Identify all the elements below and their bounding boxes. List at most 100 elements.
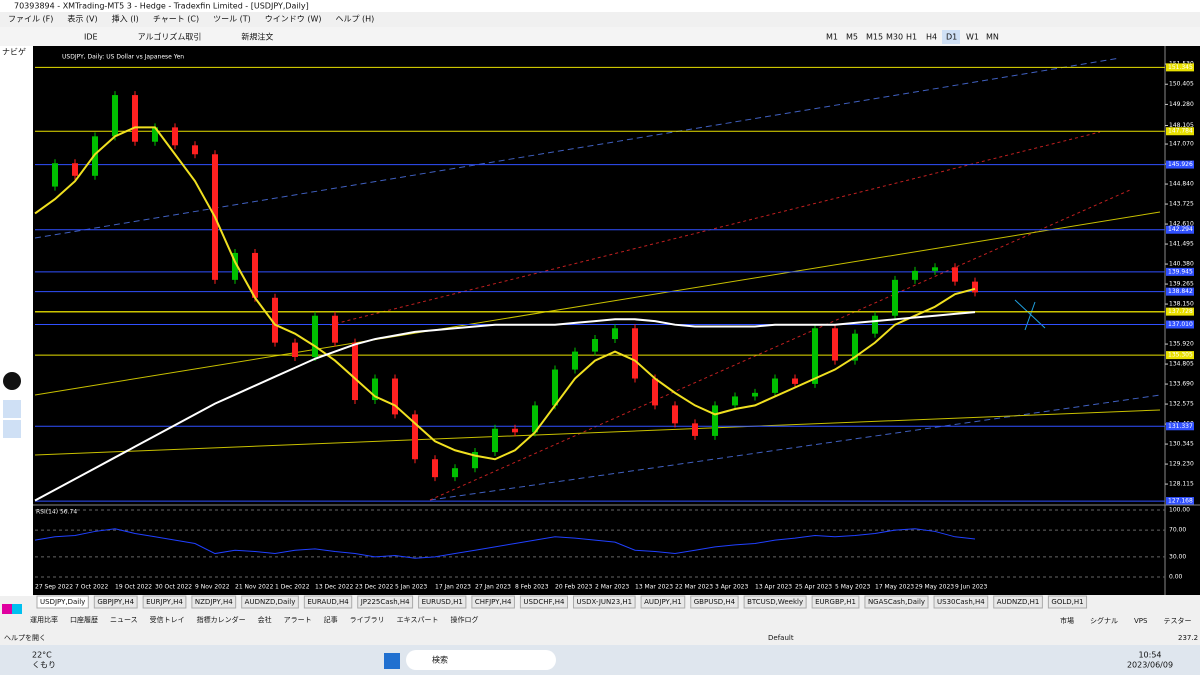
symbol-tab-box[interactable] <box>519 595 568 609</box>
x-tick-label: 9 Jun 2023 <box>955 584 987 591</box>
toolbox-tab[interactable]: ニュース <box>110 616 138 624</box>
color-icon[interactable] <box>2 604 12 614</box>
toolbox-tab[interactable]: 指標カレンダー <box>197 615 246 624</box>
symbol-tab-box[interactable] <box>1047 595 1088 609</box>
symbol-tab[interactable]: AUDNZD,H1 <box>997 598 1040 606</box>
nav-icon[interactable] <box>3 400 21 418</box>
symbol-tab[interactable]: GBPJPY,H4 <box>97 598 134 606</box>
timeframe[interactable]: H4 <box>926 33 937 42</box>
menu-item[interactable]: ファイル (F) <box>8 15 53 24</box>
toolbox-tab[interactable]: アラート <box>284 616 312 624</box>
window-title: 70393894 - XMTrading-MT5 3 - Hedge - Tra… <box>14 2 309 11</box>
symbol-tab[interactable]: NGASCash,Daily <box>868 598 925 606</box>
symbol-tab-box[interactable] <box>864 595 929 609</box>
timeframe[interactable]: M15 <box>866 33 883 42</box>
menu-item[interactable]: チャート (C) <box>153 15 199 24</box>
toolbox-link[interactable]: テスター <box>1163 616 1191 625</box>
symbol-tab-box[interactable] <box>640 595 686 609</box>
nav-icon[interactable] <box>3 372 21 390</box>
toolbar-button[interactable]: IDE <box>84 33 98 42</box>
menu-item[interactable]: 挿入 (I) <box>112 14 139 24</box>
symbol-tab[interactable]: GBPUSD,H4 <box>694 598 736 606</box>
symbol-tab-box[interactable] <box>993 595 1043 609</box>
y-tick-label: 132.575 <box>1169 401 1194 408</box>
level-box <box>1166 320 1194 329</box>
candle-body <box>672 405 678 424</box>
symbol-tab[interactable]: CHFJPY,H4 <box>475 598 512 606</box>
toolbar <box>0 27 1200 46</box>
symbol-tab-box[interactable] <box>93 595 138 609</box>
symbol-tab-box[interactable] <box>357 595 414 609</box>
toolbar-button[interactable]: アルゴリズム取引 <box>138 32 202 42</box>
rsi-tick-label: 100.00 <box>1169 507 1190 514</box>
menu-item[interactable]: 表示 (V) <box>67 14 97 24</box>
timeframe[interactable]: D1 <box>946 33 957 42</box>
toolbox-tab[interactable]: 記事 <box>324 615 338 624</box>
candle-body <box>272 297 278 343</box>
symbol-tab[interactable]: EURUSD,H1 <box>422 598 463 606</box>
symbol-tab-box[interactable] <box>241 595 299 609</box>
toolbox-tab[interactable]: ライブラリ <box>350 615 385 624</box>
symbol-tab[interactable]: JP225Cash,H4 <box>360 598 410 606</box>
menu-item[interactable]: ウインドウ (W) <box>265 15 322 24</box>
timeframe[interactable]: MN <box>986 33 999 42</box>
timeframe[interactable]: W1 <box>966 33 979 42</box>
symbol-tab[interactable]: GOLD,H1 <box>1051 598 1083 606</box>
symbol-tab-box[interactable] <box>471 595 515 609</box>
toolbox-link[interactable]: シグナル <box>1090 616 1118 625</box>
symbol-tab[interactable]: NZDJPY,H4 <box>195 598 233 606</box>
timeframe[interactable]: M1 <box>826 33 838 42</box>
search-label[interactable]: 検索 <box>432 655 448 665</box>
timeframe[interactable]: H1 <box>906 33 917 42</box>
symbol-tab[interactable]: BTCUSD,Weekly <box>747 598 803 606</box>
color-icon[interactable] <box>12 604 22 614</box>
level-label: 147.784 <box>1168 128 1193 135</box>
symbol-tab[interactable]: USDCHF,H4 <box>523 598 565 606</box>
status-profile: Default <box>768 634 794 642</box>
candle-body <box>812 328 818 384</box>
candle-body <box>692 423 698 436</box>
timeframe[interactable]: M30 <box>886 33 903 42</box>
timeframe[interactable]: M5 <box>846 33 858 42</box>
candle-body <box>712 405 718 436</box>
symbol-tab[interactable]: US30Cash,H4 <box>937 598 985 606</box>
symbol-tab-box[interactable] <box>933 595 989 609</box>
symbol-tab-box[interactable] <box>303 595 353 609</box>
symbol-tab-box[interactable] <box>191 595 237 609</box>
toolbox-link[interactable]: 市場 <box>1060 616 1074 625</box>
symbol-tab-box[interactable] <box>690 595 739 609</box>
menu-item[interactable]: ヘルプ (H) <box>335 15 374 24</box>
symbol-tab-box[interactable] <box>142 595 187 609</box>
toolbox-link[interactable]: VPS <box>1134 617 1148 625</box>
symbol-tab[interactable]: EURGBP,H1 <box>815 598 856 606</box>
toolbox-tab[interactable]: 操作ログ <box>450 615 478 624</box>
start-button[interactable] <box>384 653 400 669</box>
toolbox-tab[interactable]: 会社 <box>258 615 272 624</box>
toolbox-tab[interactable]: 受信トレイ <box>150 615 185 624</box>
symbol-tab[interactable]: EURJPY,H4 <box>146 598 183 606</box>
status-help: ヘルプを開く <box>4 634 46 642</box>
rsi-title: RSI(14) 56.74 <box>36 509 77 516</box>
rsi-tick-label: 30.00 <box>1169 553 1186 560</box>
symbol-tab[interactable]: USDJPY,Daily <box>40 598 85 606</box>
symbol-tab-box[interactable] <box>811 595 860 609</box>
symbol-tab[interactable]: USDX-JUN23,H1 <box>577 598 633 606</box>
search-box[interactable] <box>406 650 556 670</box>
symbol-tab-box[interactable] <box>573 595 636 609</box>
symbol-tab-box[interactable] <box>743 595 807 609</box>
symbol-tab-box[interactable] <box>418 595 467 609</box>
symbol-tab[interactable]: AUDNZD,Daily <box>245 598 296 606</box>
symbol-tab[interactable]: AUDJPY,H1 <box>644 598 682 606</box>
toolbar-button[interactable]: 新規注文 <box>241 32 273 42</box>
level-label: 131.337 <box>1168 423 1193 430</box>
toolbox-tab[interactable]: エキスパート <box>397 616 439 624</box>
symbol-tab[interactable]: EURAUD,H4 <box>307 598 349 606</box>
x-tick-label: 7 Oct 2022 <box>75 584 108 591</box>
nav-icon[interactable] <box>3 420 21 438</box>
candle-body <box>92 136 98 176</box>
menu-item[interactable]: ツール (T) <box>213 15 251 24</box>
toolbox-tab[interactable]: 口座履歴 <box>70 615 98 624</box>
symbol-tab-box[interactable] <box>36 595 89 609</box>
toolbox-tab[interactable]: 運用比率 <box>30 615 58 624</box>
candle-body <box>332 315 338 343</box>
